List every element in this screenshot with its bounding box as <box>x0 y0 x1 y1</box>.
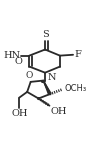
Text: O: O <box>26 71 33 80</box>
Text: OCH₃: OCH₃ <box>64 84 86 93</box>
Text: S: S <box>43 30 49 40</box>
Text: OH: OH <box>12 109 28 118</box>
Text: OH: OH <box>50 106 67 115</box>
Text: F: F <box>75 50 82 59</box>
Text: HN: HN <box>3 51 21 60</box>
Text: O: O <box>14 57 22 66</box>
Polygon shape <box>43 81 51 95</box>
Text: N: N <box>47 73 56 82</box>
